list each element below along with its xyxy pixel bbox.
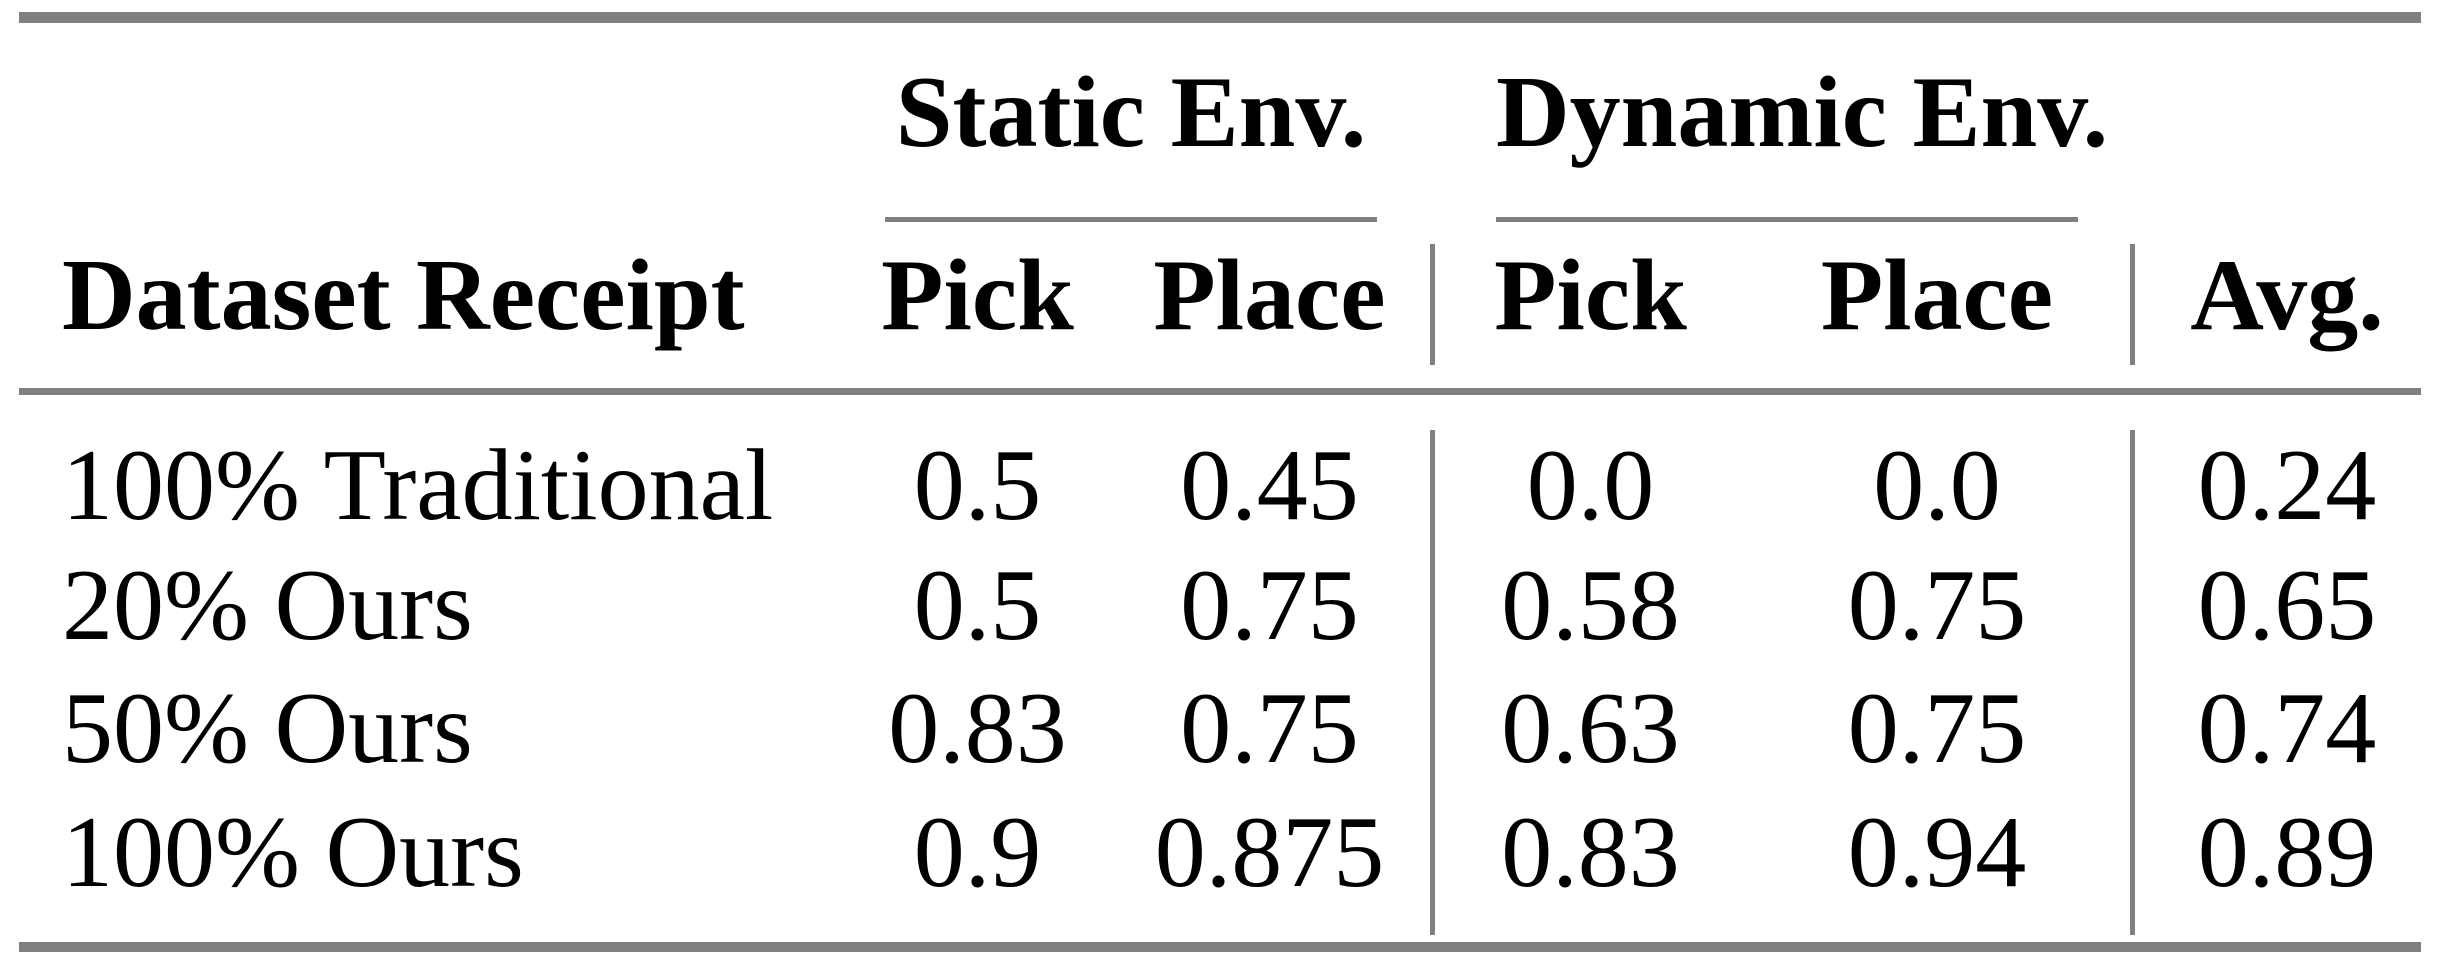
- divider-dynamic-avg-body: [2130, 430, 2135, 935]
- row-label: 50% Ours: [62, 672, 473, 785]
- cell-dynamic-pick: 0.58: [1501, 549, 1680, 662]
- cell-avg: 0.89: [2197, 796, 2377, 909]
- dynamic-env-cmidrule: [1496, 217, 2078, 222]
- bottom-rule: [19, 942, 2421, 952]
- divider-static-dynamic-header: [1430, 244, 1435, 365]
- col-header-static-pick: Pick: [881, 239, 1074, 352]
- cell-dynamic-pick: 0.63: [1501, 672, 1680, 785]
- cell-dynamic-place: 0.0: [1873, 429, 2001, 542]
- cell-avg: 0.74: [2197, 672, 2377, 785]
- cell-avg: 0.65: [2197, 549, 2377, 662]
- header-midrule: [19, 388, 2421, 395]
- top-rule: [19, 12, 2421, 23]
- row-label: 100% Traditional: [62, 429, 774, 542]
- cell-static-place: 0.45: [1180, 429, 1359, 542]
- group-header-dynamic-env: Dynamic Env.: [1496, 56, 2109, 169]
- cell-dynamic-pick: 0.83: [1501, 796, 1680, 909]
- group-header-row: Static Env. Dynamic Env.: [0, 62, 2440, 164]
- divider-static-dynamic-body: [1430, 430, 1435, 935]
- col-header-avg: Avg.: [2190, 239, 2384, 352]
- cell-dynamic-place: 0.94: [1847, 796, 2027, 909]
- row-label: 20% Ours: [62, 549, 473, 662]
- cell-dynamic-pick: 0.0: [1526, 429, 1655, 542]
- cell-static-place: 0.75: [1180, 549, 1359, 662]
- col-header-dynamic-pick: Pick: [1494, 239, 1687, 352]
- static-env-cmidrule: [885, 217, 1377, 222]
- cell-static-pick: 0.9: [913, 796, 1042, 909]
- divider-dynamic-avg-header: [2130, 244, 2135, 365]
- table-row: 20% Ours 0.5 0.75 0.58 0.75 0.65: [0, 555, 2440, 657]
- cell-static-pick: 0.5: [913, 549, 1042, 662]
- col-header-static-place: Place: [1153, 239, 1386, 352]
- row-label: 100% Ours: [62, 796, 524, 909]
- col-header-dataset-receipt: Dataset Receipt: [62, 239, 745, 352]
- table-row: 100% Traditional 0.5 0.45 0.0 0.0 0.24: [0, 435, 2440, 537]
- col-header-dynamic-place: Place: [1820, 239, 2054, 352]
- cell-dynamic-place: 0.75: [1847, 672, 2027, 785]
- group-header-static-env: Static Env.: [895, 56, 1367, 169]
- column-header-row: Dataset Receipt Pick Place Pick Place Av…: [0, 245, 2440, 347]
- cell-dynamic-place: 0.75: [1847, 549, 2027, 662]
- table-row: 100% Ours 0.9 0.875 0.83 0.94 0.89: [0, 802, 2440, 904]
- cell-avg: 0.24: [2197, 429, 2377, 542]
- cell-static-place: 0.75: [1180, 672, 1359, 785]
- cell-static-place: 0.875: [1154, 796, 1385, 909]
- table-row: 50% Ours 0.83 0.75 0.63 0.75 0.74: [0, 678, 2440, 780]
- cell-static-pick: 0.83: [888, 672, 1067, 785]
- cell-static-pick: 0.5: [913, 429, 1042, 542]
